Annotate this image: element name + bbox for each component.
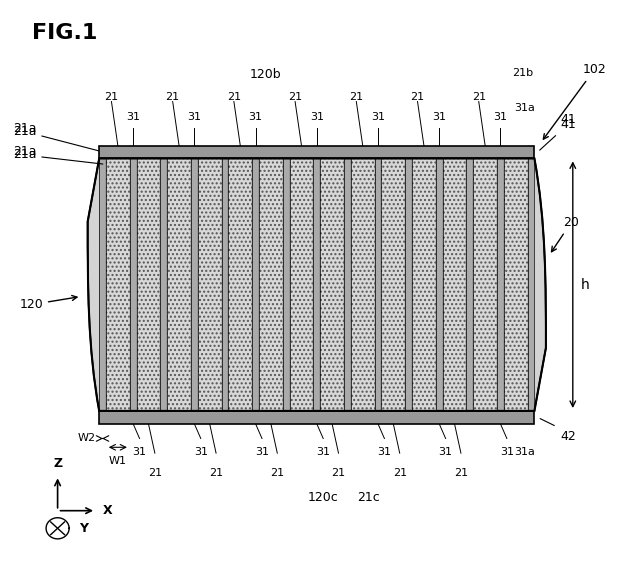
Bar <box>504 158 528 411</box>
Bar <box>191 158 198 411</box>
Bar <box>106 158 130 411</box>
Bar <box>106 158 130 411</box>
Bar <box>221 158 228 411</box>
Text: 21: 21 <box>472 92 486 102</box>
Text: 42: 42 <box>560 430 576 443</box>
Bar <box>412 158 436 411</box>
Text: X: X <box>102 504 112 517</box>
Bar <box>259 158 283 411</box>
Bar <box>436 158 443 411</box>
Bar <box>314 158 320 411</box>
Text: 120b: 120b <box>250 68 282 81</box>
Text: 102: 102 <box>543 63 606 139</box>
Text: 21: 21 <box>393 468 407 478</box>
Text: W2: W2 <box>78 433 96 444</box>
Text: 31: 31 <box>310 112 324 122</box>
Bar <box>497 158 504 411</box>
Text: 21b: 21b <box>512 68 533 78</box>
Text: 21c: 21c <box>356 491 380 504</box>
Text: 31: 31 <box>432 112 446 122</box>
Text: 120: 120 <box>19 295 77 311</box>
Text: 21: 21 <box>410 92 424 102</box>
Bar <box>381 158 405 411</box>
Text: 21a: 21a <box>13 146 36 158</box>
Bar <box>289 158 314 411</box>
Text: 21: 21 <box>227 92 241 102</box>
Text: 31: 31 <box>438 447 452 457</box>
Bar <box>405 158 412 411</box>
Text: 21: 21 <box>209 468 223 478</box>
Bar <box>467 158 473 411</box>
Bar <box>130 158 136 411</box>
Bar <box>473 158 497 411</box>
Text: 31: 31 <box>493 112 508 122</box>
Bar <box>252 158 259 411</box>
Text: 21: 21 <box>148 468 162 478</box>
Text: 31: 31 <box>194 447 208 457</box>
Text: 21: 21 <box>166 92 180 102</box>
Text: 31: 31 <box>248 112 262 122</box>
Bar <box>374 158 381 411</box>
Text: 31: 31 <box>500 447 514 457</box>
Text: 31a: 31a <box>514 447 535 457</box>
Text: 41: 41 <box>560 113 576 126</box>
Bar <box>283 158 289 411</box>
Text: Y: Y <box>79 522 88 535</box>
Text: 120c: 120c <box>308 491 339 504</box>
Bar <box>351 158 374 411</box>
Text: 21a: 21a <box>13 125 103 152</box>
Bar <box>167 158 191 411</box>
Bar <box>136 158 161 411</box>
Bar <box>351 158 374 411</box>
Bar <box>412 158 436 411</box>
Bar <box>228 158 252 411</box>
Text: 21: 21 <box>349 92 364 102</box>
Bar <box>198 158 221 411</box>
Bar <box>381 158 405 411</box>
Bar <box>473 158 497 411</box>
Text: Z: Z <box>53 457 62 470</box>
Bar <box>528 158 534 411</box>
Bar <box>198 158 221 411</box>
Text: 21: 21 <box>104 92 118 102</box>
Text: 31: 31 <box>255 447 269 457</box>
Bar <box>99 158 106 411</box>
Text: 31: 31 <box>132 447 147 457</box>
Text: 21: 21 <box>332 468 346 478</box>
Text: 31: 31 <box>126 112 140 122</box>
Bar <box>504 158 528 411</box>
Text: 21a: 21a <box>13 122 36 135</box>
Text: 20: 20 <box>552 216 579 252</box>
Text: h: h <box>580 278 589 292</box>
Bar <box>289 158 314 411</box>
Text: W1: W1 <box>109 456 127 466</box>
Bar <box>99 411 534 424</box>
PathPatch shape <box>88 158 546 411</box>
Text: 31: 31 <box>316 447 330 457</box>
Bar <box>259 158 283 411</box>
Text: 21: 21 <box>270 468 284 478</box>
Text: 31: 31 <box>188 112 202 122</box>
Text: 31a: 31a <box>514 103 535 113</box>
Bar <box>344 158 351 411</box>
Bar <box>167 158 191 411</box>
Bar <box>320 158 344 411</box>
Text: 21: 21 <box>288 92 302 102</box>
Text: 31: 31 <box>378 447 392 457</box>
Text: 31: 31 <box>371 112 385 122</box>
Text: 21a: 21a <box>13 149 103 164</box>
Bar <box>443 158 467 411</box>
Bar <box>161 158 167 411</box>
Bar <box>99 146 534 158</box>
Bar <box>136 158 161 411</box>
Text: 41: 41 <box>540 118 576 150</box>
Bar <box>443 158 467 411</box>
Text: 21: 21 <box>454 468 468 478</box>
Text: FIG.1: FIG.1 <box>32 23 97 43</box>
Bar <box>228 158 252 411</box>
Bar <box>320 158 344 411</box>
